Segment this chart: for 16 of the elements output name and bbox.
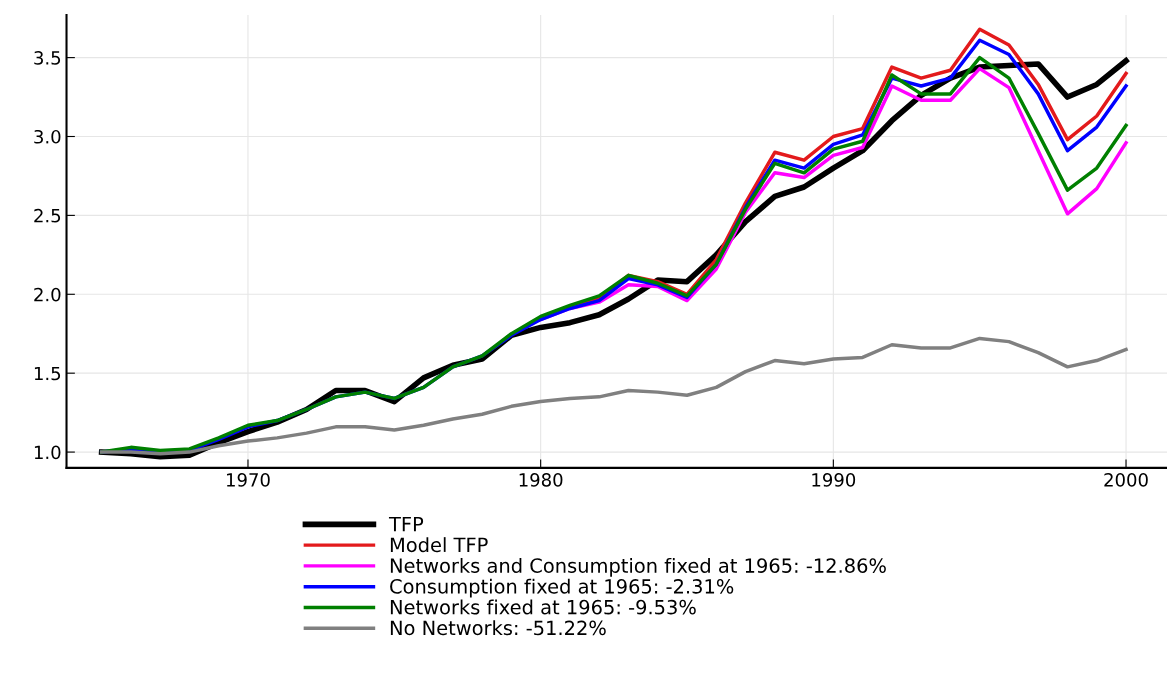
legend-label: TFP bbox=[388, 516, 424, 532]
x-tick-label: 1980 bbox=[519, 473, 563, 487]
y-tick-label: 3.5 bbox=[34, 51, 61, 65]
y-tick-label: 3.0 bbox=[34, 129, 61, 144]
legend-label: Consumption fixed at 1965: -2.31% bbox=[390, 578, 734, 598]
legend-label: No Networks: -51.22% bbox=[390, 620, 606, 636]
y-tick-label: 1.5 bbox=[34, 366, 61, 381]
legend-label: Networks fixed at 1965: -9.53% bbox=[390, 599, 696, 615]
x-tick-label: 1970 bbox=[226, 473, 270, 487]
legend-label: Model TFP bbox=[390, 537, 488, 553]
legend-label: Networks and Consumption fixed at 1965: -12.86% bbox=[390, 557, 886, 577]
x-tick-label: 1990 bbox=[812, 473, 856, 487]
x-tick-label: 2000 bbox=[1104, 473, 1148, 487]
y-tick-label: 2.0 bbox=[34, 287, 61, 302]
y-tick-label: 1.0 bbox=[34, 445, 61, 460]
y-tick-label: 2.5 bbox=[34, 208, 61, 223]
